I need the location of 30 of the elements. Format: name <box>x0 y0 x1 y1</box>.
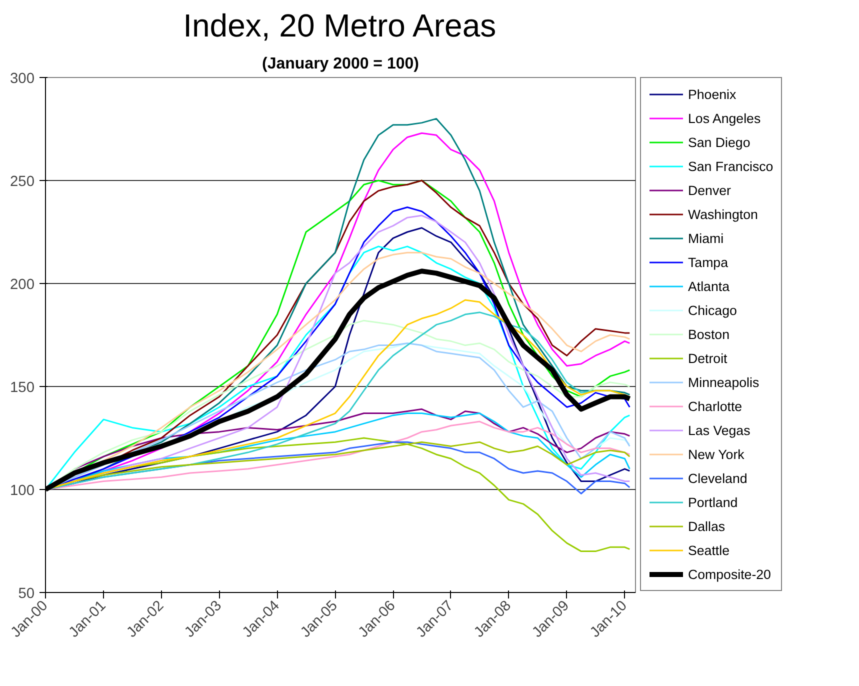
legend-label: Minneapolis <box>688 374 760 390</box>
legend-label: Las Vegas <box>688 422 750 438</box>
legend-label: Washington <box>688 206 758 222</box>
chart-title: Index, 20 Metro Areas <box>183 8 496 44</box>
y-tick-label: 50 <box>18 586 35 602</box>
legend-label: Detroit <box>688 350 728 366</box>
legend-label: Tampa <box>688 254 728 270</box>
legend-label: Los Angeles <box>688 110 761 126</box>
legend-label: Boston <box>688 326 730 342</box>
legend-label: Dallas <box>688 518 726 534</box>
y-tick-label: 100 <box>10 483 35 499</box>
legend-label: Charlotte <box>688 398 742 414</box>
legend-label: Miami <box>688 230 724 246</box>
y-tick-label: 200 <box>10 277 35 293</box>
legend-label: New York <box>688 446 744 462</box>
legend-label: San Francisco <box>688 158 774 174</box>
y-tick-label: 250 <box>10 174 35 190</box>
legend-label: Denver <box>688 182 731 198</box>
legend-label: Portland <box>688 494 738 510</box>
legend-label: Composite-20 <box>688 566 771 582</box>
y-tick-label: 300 <box>10 71 35 87</box>
legend-label: Chicago <box>688 302 737 318</box>
legend-label: Atlanta <box>688 278 730 294</box>
legend-label: Phoenix <box>688 86 736 102</box>
line-series <box>74 408 630 470</box>
legend-label: Cleveland <box>688 470 748 486</box>
y-tick-label: 150 <box>10 380 35 396</box>
chart-subtitle: (January 2000 = 100) <box>262 56 420 72</box>
legend-label: Seattle <box>688 542 730 558</box>
legend-label: San Diego <box>688 134 750 150</box>
